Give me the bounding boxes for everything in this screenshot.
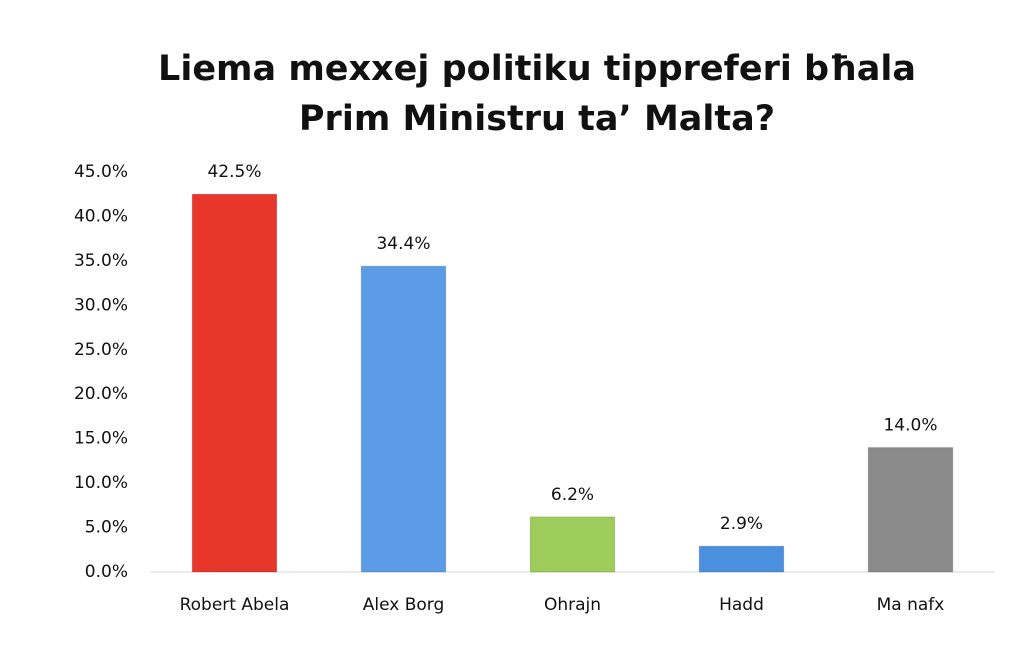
bar [529, 516, 616, 573]
y-tick-label: 25.0% [74, 340, 128, 360]
value-label: 34.4% [376, 234, 430, 254]
x-tick-label: Ohrajn [544, 595, 601, 615]
bar [698, 545, 785, 573]
y-tick-label: 45.0% [74, 162, 128, 182]
y-tick-label: 40.0% [74, 206, 128, 226]
y-tick-label: 5.0% [85, 518, 128, 538]
y-tick-label: 35.0% [74, 251, 128, 271]
x-tick-label: Alex Borg [363, 595, 445, 615]
y-tick-label: 20.0% [74, 384, 128, 404]
y-tick-label: 0.0% [85, 562, 128, 582]
y-tick-label: 30.0% [74, 295, 128, 315]
value-label: 2.9% [720, 514, 763, 534]
chart-title: Prim Ministru ta’ Malta? [299, 99, 775, 139]
x-tick-label: Hadd [719, 595, 764, 615]
bar [360, 265, 447, 573]
value-label: 14.0% [883, 416, 937, 436]
x-tick-label: Ma nafx [877, 595, 945, 615]
y-tick-label: 10.0% [74, 473, 128, 493]
value-label: 6.2% [551, 485, 594, 505]
chart-title: Liema mexxej politiku tippreferi bħala [158, 49, 916, 89]
x-tick-label: Robert Abela [180, 595, 290, 615]
y-tick-label: 15.0% [74, 429, 128, 449]
value-label: 42.5% [207, 162, 261, 182]
bar [191, 193, 278, 573]
bar [867, 447, 954, 573]
